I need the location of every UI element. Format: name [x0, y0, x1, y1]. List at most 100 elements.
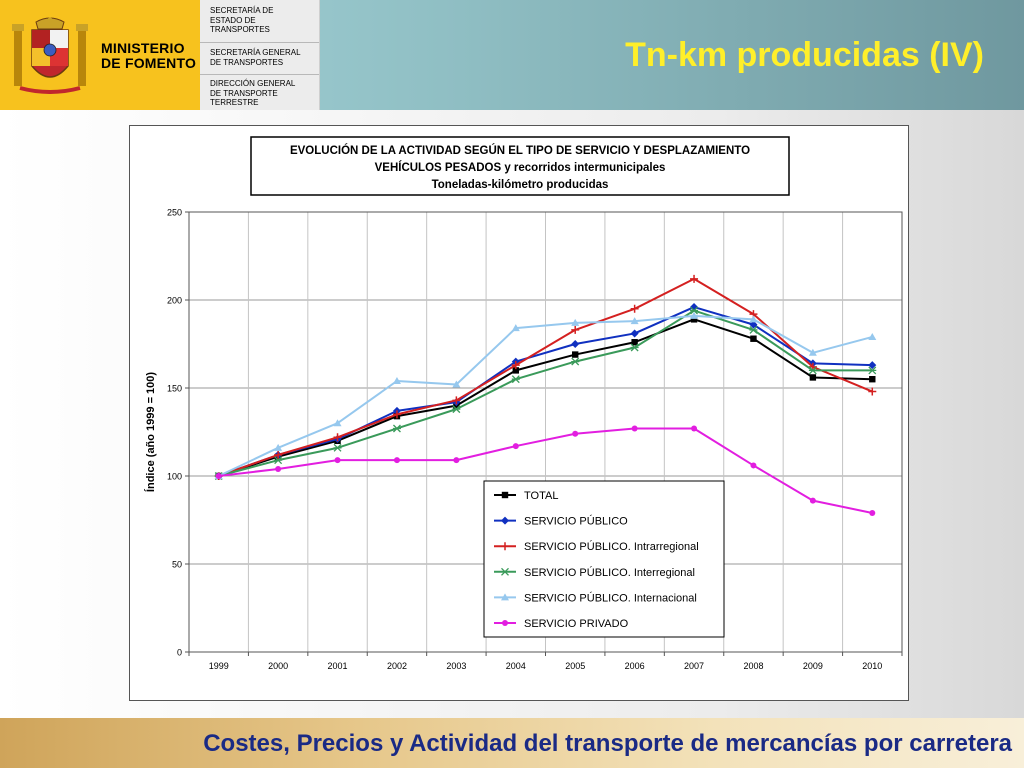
- chart-title-line2: VEHÍCULOS PESADOS y recorridos intermuni…: [375, 161, 666, 174]
- series-2-line: [218, 306, 873, 477]
- x-tick-label: 2009: [803, 661, 823, 671]
- series-3-point: [333, 433, 342, 442]
- series-1-point: [869, 376, 876, 383]
- chart-frame: 0 50 100 150 200 250 1999 2000 2001 2002 2003 2004 2…: [129, 125, 909, 701]
- series-3-point: [868, 387, 877, 396]
- divider: [200, 74, 319, 75]
- series-6-point: [334, 457, 341, 464]
- series-1-point: [750, 335, 757, 342]
- series-4-point: [868, 366, 877, 375]
- ministry-name-line2: DE FOMENTO: [101, 55, 197, 71]
- legend-swatch-marker: [501, 516, 509, 525]
- series-5-point: [452, 380, 461, 388]
- series-5-point: [808, 348, 817, 356]
- x-tick-label: 2000: [268, 661, 288, 671]
- legend-label: SERVICIO PRIVADO: [524, 618, 629, 630]
- series-3-point: [571, 325, 580, 334]
- series-3-point: [511, 361, 520, 370]
- series-4-point: [630, 343, 639, 352]
- series-6-point: [750, 462, 757, 469]
- series-6-point: [215, 473, 222, 479]
- y-tick-label: 250: [167, 208, 182, 218]
- legend-label: TOTAL: [524, 490, 558, 502]
- series-4-point: [392, 424, 401, 433]
- series-5-point: [690, 311, 699, 319]
- ministry-name-line1: MINISTERIO: [101, 40, 185, 56]
- y-tick-label: 100: [167, 472, 182, 482]
- series-5-point: [333, 419, 342, 427]
- legend-swatch-marker: [501, 567, 509, 576]
- line-chart: 0 50 100 150 200 250 1999 2000 2001 2002 2003 2004 2…: [144, 136, 903, 671]
- divider: [200, 42, 319, 43]
- series-1-point: [572, 351, 579, 358]
- secretaria-general-label: SECRETARÍA GENERAL DE TRANSPORTES: [210, 48, 301, 67]
- secretariat-panel: SECRETARÍA DE ESTADO DE TRANSPORTES SECR…: [200, 0, 320, 110]
- direccion-general-label: DIRECCIÓN GENERAL DE TRANSPORTE TERRESTR…: [210, 79, 296, 107]
- series-5-point: [630, 317, 639, 325]
- y-tick-label: 0: [177, 648, 182, 658]
- series-5-point: [749, 315, 758, 323]
- footer-bar: Costes, Precios y Actividad del transpor…: [0, 718, 1024, 768]
- x-tick-label: 2008: [743, 661, 763, 671]
- chart-title-line3: Toneladas-kilómetro producidas: [432, 179, 609, 191]
- series-6-point: [512, 443, 519, 450]
- x-tick-label: 2003: [446, 661, 466, 671]
- coat-of-arms-icon: [12, 17, 88, 94]
- series-5-point: [511, 324, 520, 332]
- series-6-point: [393, 457, 400, 464]
- y-axis-label: Índice (año 1999 = 100): [144, 372, 157, 492]
- ministry-logo: MINISTERIO DE FOMENTO: [0, 0, 200, 110]
- legend-box: [483, 480, 725, 638]
- series-3-point: [274, 450, 283, 459]
- series-2-point: [571, 340, 580, 348]
- footer-text: Costes, Precios y Actividad del transpor…: [203, 730, 1012, 757]
- series-1-point: [690, 316, 698, 323]
- series-5-point: [571, 318, 580, 326]
- y-tick-label: 150: [167, 384, 182, 394]
- legend-label: SERVICIO PÚBLICO. Interregional: [524, 566, 695, 579]
- legend-swatch-marker: [502, 620, 508, 626]
- y-tick-label: 200: [167, 296, 182, 306]
- series-3-point: [690, 274, 699, 283]
- legend-swatch-marker: [501, 542, 509, 551]
- series-6-point: [453, 457, 460, 464]
- series-4-point: [274, 456, 283, 465]
- series-6-point: [691, 425, 698, 432]
- x-tick-label: 2010: [862, 661, 882, 671]
- series-3-point: [630, 304, 639, 313]
- y-tick-label: 50: [172, 560, 182, 570]
- series-2-point: [749, 320, 758, 329]
- series-3-line: [218, 277, 873, 477]
- series-2-point: [630, 329, 639, 338]
- series-2-point: [868, 361, 877, 370]
- legend-label: SERVICIO PÚBLICO: [524, 515, 628, 528]
- x-tick-label: 2002: [387, 661, 407, 671]
- series-4-point: [571, 357, 580, 366]
- series-4-point: [333, 443, 342, 452]
- legend-label: SERVICIO PÚBLICO. Intrarregional: [524, 540, 699, 553]
- series-4-point: [452, 405, 461, 414]
- legend-label: SERVICIO PÚBLICO. Internacional: [524, 591, 697, 604]
- ministry-name: MINISTERIO DE FOMENTO: [101, 41, 196, 71]
- series-6-point: [869, 509, 876, 516]
- series-6-point: [275, 465, 282, 472]
- legend-swatch-marker: [501, 593, 509, 601]
- x-tick-label: 1999: [209, 661, 229, 671]
- series-5-line: [218, 314, 873, 477]
- series-4-line: [218, 309, 873, 477]
- series-6-point: [809, 497, 816, 504]
- series-3-point: [452, 396, 461, 405]
- series-1-point: [809, 374, 817, 381]
- series-5-point: [274, 443, 283, 451]
- series-1-line: [218, 318, 873, 477]
- chart-title-box: [250, 136, 790, 196]
- chart-title-line1: EVOLUCIÓN DE LA ACTIVIDAD SEGÚN EL TIPO …: [290, 144, 750, 157]
- x-tick-label: 2004: [506, 661, 526, 671]
- series-5-point: [392, 376, 401, 384]
- page-title: Tn-km producidas (IV): [625, 36, 984, 74]
- series-4-point: [808, 366, 817, 375]
- x-tick-label: 2005: [565, 661, 585, 671]
- legend-swatch-marker: [501, 491, 509, 499]
- series-1-point: [631, 339, 638, 346]
- x-tick-label: 2001: [328, 661, 348, 671]
